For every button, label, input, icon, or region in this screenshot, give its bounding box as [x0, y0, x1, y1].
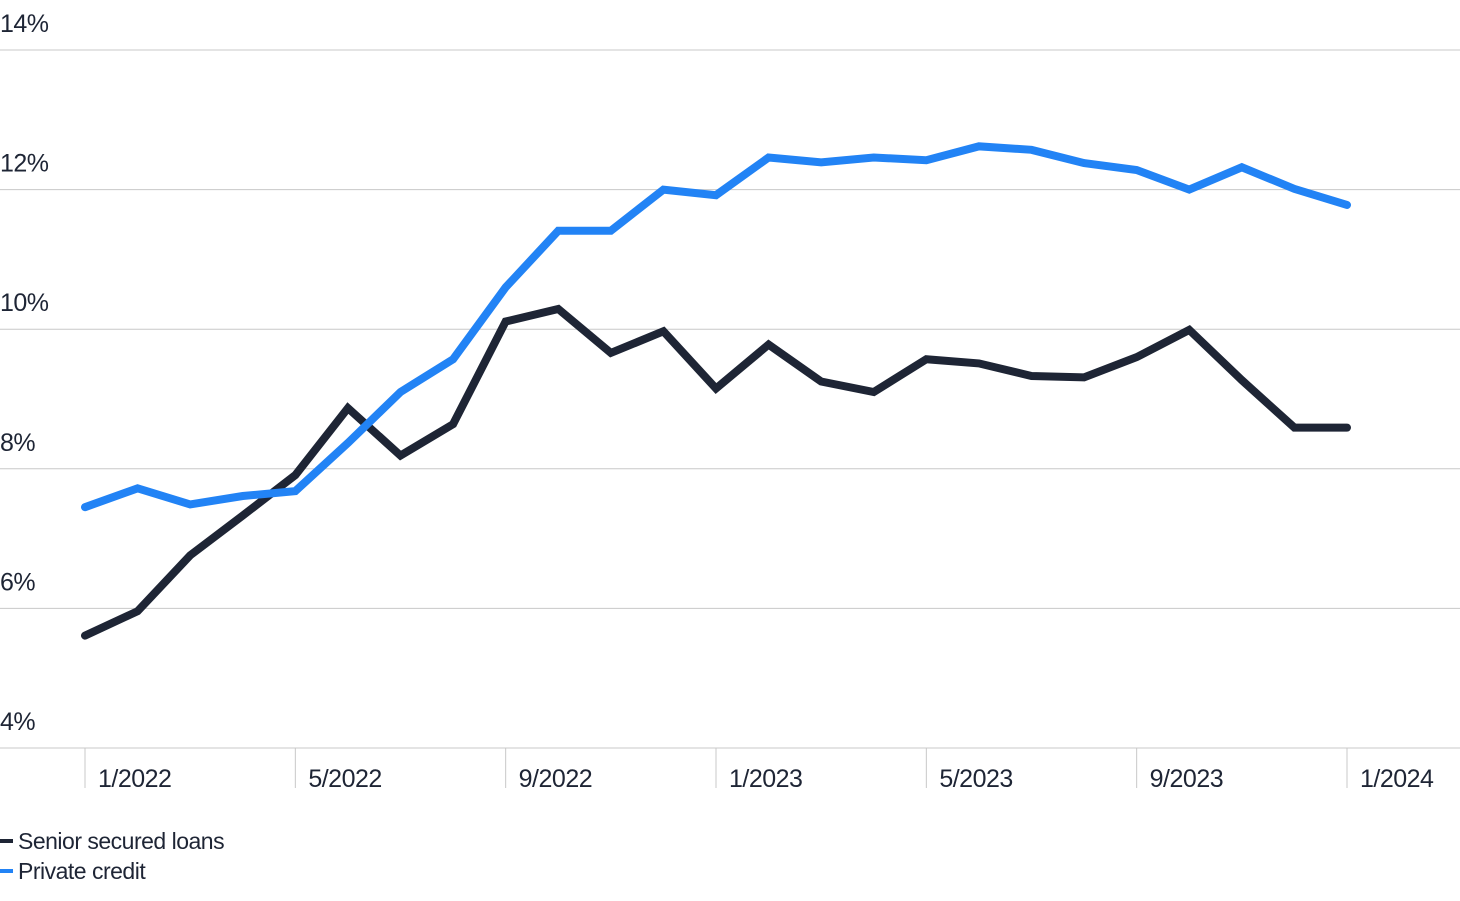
y-tick-label: 14%	[0, 10, 49, 38]
x-tick-label: 9/2022	[519, 765, 592, 793]
y-tick-label: 8%	[0, 429, 35, 457]
y-tick-label: 10%	[0, 289, 49, 317]
series-line	[81, 304, 1351, 640]
x-tick-label: 1/2023	[729, 765, 802, 793]
x-tick-label: 1/2022	[98, 765, 171, 793]
legend-label: Senior secured loans	[18, 828, 224, 854]
x-tick-label: 5/2022	[308, 765, 381, 793]
y-tick-label: 4%	[0, 708, 35, 736]
legend-label: Private credit	[18, 858, 146, 884]
x-tick-label: 9/2023	[1150, 765, 1223, 793]
y-tick-label: 12%	[0, 150, 49, 178]
series-line	[81, 142, 1351, 512]
x-tick-label: 5/2023	[939, 765, 1012, 793]
y-tick-label: 6%	[0, 568, 35, 596]
x-tick-label: 1/2024	[1360, 765, 1434, 793]
